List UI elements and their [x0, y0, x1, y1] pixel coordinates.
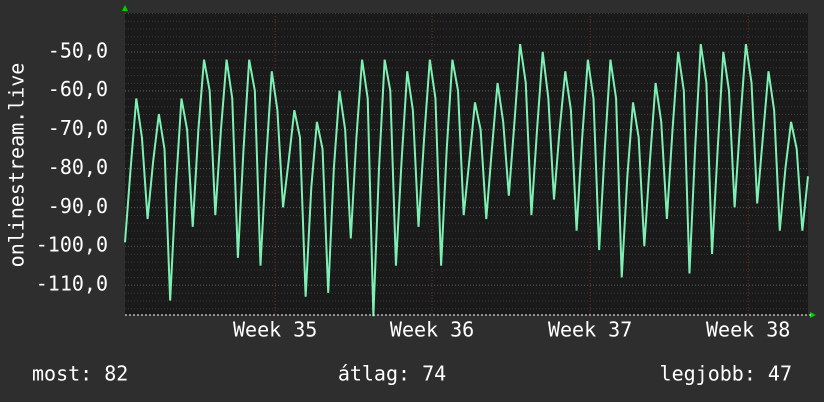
y-tick-label: -70,0: [48, 116, 108, 140]
y-tick-label: -90,0: [48, 194, 108, 218]
y-axis-label: onlinestream.live: [5, 63, 29, 268]
x-axis-arrow: [810, 312, 816, 318]
stat-average: átlag: 74: [338, 362, 446, 386]
minor-grid: [125, 13, 808, 315]
stat-current: most: 82: [32, 362, 128, 386]
y-tick-label: -100,0: [36, 233, 108, 257]
y-tick-label: -50,0: [48, 38, 108, 62]
stat-best: legjobb: 47: [660, 362, 792, 386]
x-tick-label: Week 36: [390, 318, 474, 342]
x-tick-label: Week 38: [706, 318, 790, 342]
x-tick-label: Week 37: [548, 318, 632, 342]
line: [124, 43, 809, 317]
y-axis-arrow: [122, 5, 128, 11]
y-tick-label: -110,0: [36, 272, 108, 296]
x-tick-label: Week 35: [233, 318, 317, 342]
y-tick-label: -80,0: [48, 155, 108, 179]
y-tick-label: -60,0: [48, 77, 108, 101]
